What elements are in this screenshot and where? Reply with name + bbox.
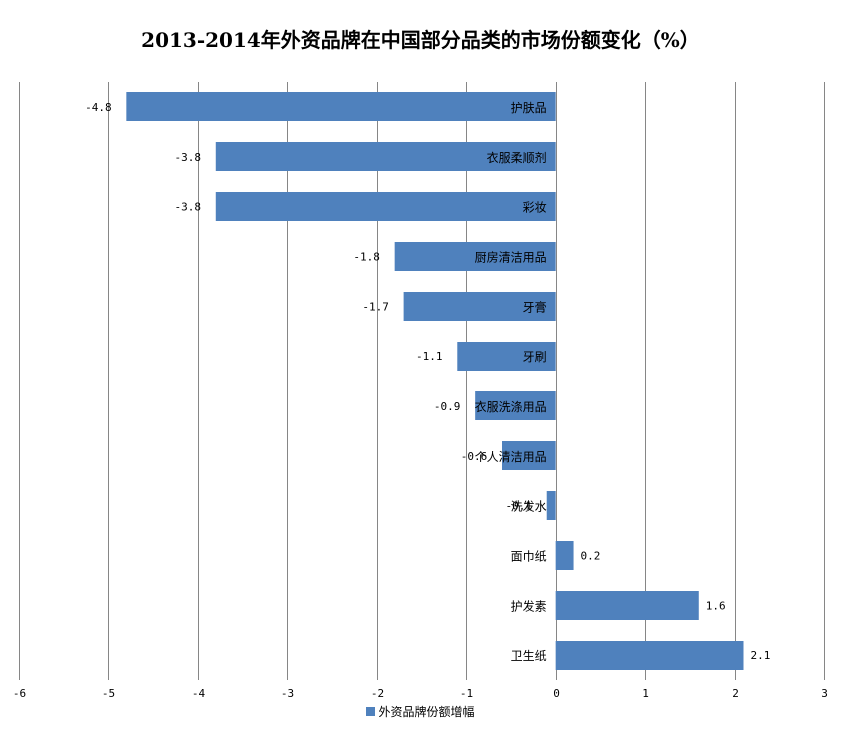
data-label: -3.8	[175, 151, 202, 164]
bar	[403, 292, 556, 321]
bar	[126, 92, 556, 121]
data-label: -1.8	[353, 250, 380, 263]
x-tick-label: -1	[460, 687, 473, 700]
x-tick-label: -4	[192, 687, 206, 700]
bar	[215, 192, 556, 221]
x-tick-label: 2	[732, 687, 739, 700]
data-label: 0.2	[581, 549, 601, 562]
category-label: 牙刷	[523, 350, 547, 364]
x-tick-label: -2	[371, 687, 384, 700]
data-label: -1.1	[416, 350, 443, 363]
x-tick-label: -3	[281, 687, 294, 700]
category-label: 彩妆	[523, 201, 547, 215]
x-tick-label: 1	[642, 687, 649, 700]
data-label: -1.7	[362, 300, 389, 313]
bar	[215, 142, 556, 171]
bar	[394, 242, 556, 271]
bar	[475, 391, 556, 420]
labels: -6 -5 -4 -3 -2 -1 0 1 2 3 护肤品 -4.8 衣服柔顺剂 -3.8 彩妆 -3.8 厨房…	[13, 100, 828, 700]
data-label: -3.8	[175, 201, 202, 214]
bar	[555, 641, 744, 670]
data-label: -0.6	[461, 450, 488, 463]
bar	[555, 541, 574, 570]
category-label: 卫生纸	[511, 649, 547, 663]
bars	[126, 92, 744, 670]
bar	[457, 342, 556, 371]
legend-swatch	[366, 707, 376, 716]
bar	[546, 491, 556, 520]
category-label: 护肤品	[511, 100, 547, 115]
legend: 外资品牌份额增幅	[0, 703, 841, 720]
data-label: 1.6	[706, 599, 726, 612]
x-tick-label: -5	[102, 687, 115, 700]
data-label: -4.8	[85, 101, 112, 114]
category-label: 厨房清洁用品	[475, 249, 547, 264]
category-label: 牙膏	[523, 299, 547, 314]
x-tick-label: 0	[553, 687, 560, 700]
gridlines	[19, 82, 825, 680]
bar	[555, 591, 699, 620]
data-label: -0.1	[505, 500, 532, 513]
category-label: 面巾纸	[511, 549, 547, 563]
category-label: 个人清洁用品	[475, 450, 547, 464]
legend-label: 外资品牌份额增幅	[378, 705, 475, 719]
data-label: -0.9	[434, 400, 461, 413]
category-label: 护发素	[511, 598, 547, 613]
category-label: 衣服洗涤用品	[475, 399, 547, 414]
chart-title: 2013-2014年外资品牌在中国部分品类的市场份额变化（%）	[141, 28, 700, 52]
category-label: 洗发水	[511, 499, 547, 514]
x-tick-label: -6	[13, 687, 26, 700]
bar	[502, 441, 556, 470]
x-tick-label: 3	[821, 687, 828, 700]
data-label: 2.1	[751, 649, 771, 662]
category-label: 衣服柔顺剂	[487, 150, 547, 165]
